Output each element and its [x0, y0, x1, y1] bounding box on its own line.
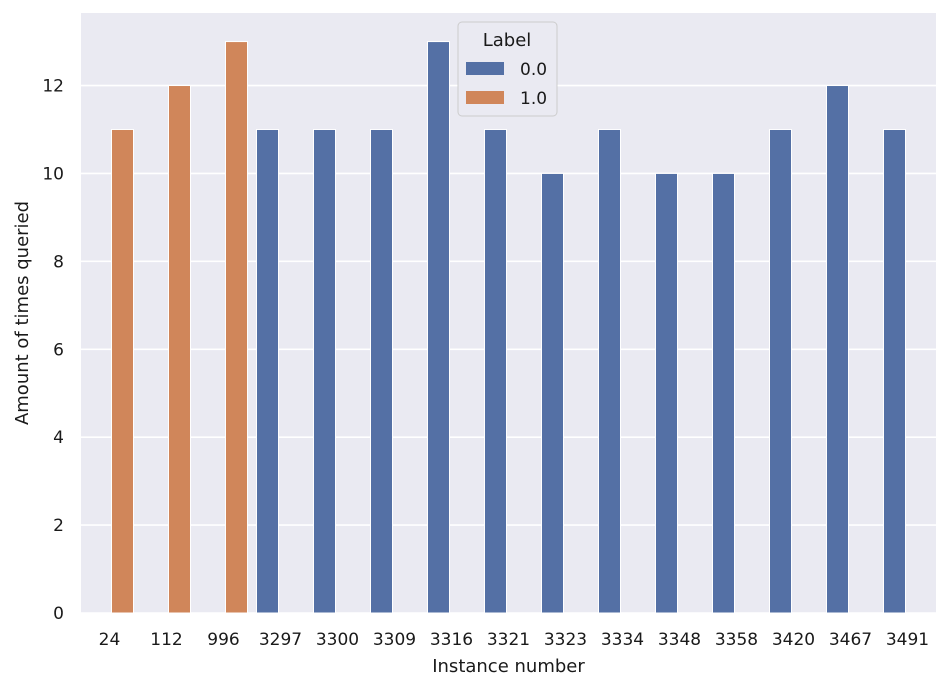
bar-3491 — [883, 128, 906, 614]
y-tick-12: 12 — [42, 77, 64, 97]
x-tick-996: 996 — [207, 630, 239, 650]
legend-label-0.0: 0.0 — [520, 60, 547, 80]
x-tick-3491: 3491 — [886, 630, 929, 650]
x-tick-24: 24 — [99, 630, 121, 650]
bar-3467 — [826, 85, 849, 614]
x-tick-3323: 3323 — [544, 630, 587, 650]
bar-3334 — [598, 128, 621, 614]
y-tick-4: 4 — [53, 428, 64, 448]
x-tick-3467: 3467 — [829, 630, 872, 650]
y-tick-10: 10 — [42, 164, 64, 184]
legend-swatch-0.0 — [466, 62, 504, 75]
y-axis-label: Amount of times queried — [12, 201, 33, 425]
x-tick-3358: 3358 — [715, 630, 758, 650]
legend: Label 0.0 1.0 — [457, 21, 558, 117]
y-tick-2: 2 — [53, 516, 64, 536]
y-tick-0: 0 — [53, 604, 64, 624]
x-tick-3316: 3316 — [430, 630, 473, 650]
bar-3321 — [484, 128, 507, 614]
x-tick-3297: 3297 — [259, 630, 302, 650]
bar-3316 — [427, 41, 450, 614]
bar-3420 — [769, 128, 792, 614]
x-axis-label: Instance number — [432, 656, 585, 677]
x-tick-3321: 3321 — [487, 630, 530, 650]
legend-label-1.0: 1.0 — [520, 89, 547, 109]
y-tick-6: 6 — [53, 340, 64, 360]
bar-3323 — [541, 172, 564, 614]
bar-24 — [111, 128, 134, 614]
y-tick-8: 8 — [53, 252, 64, 272]
bar-3358 — [712, 172, 735, 614]
legend-swatch-1.0 — [466, 91, 504, 104]
legend-title: Label — [483, 30, 532, 51]
x-tick-3420: 3420 — [772, 630, 815, 650]
bar-3300 — [313, 128, 336, 614]
x-tick-3334: 3334 — [601, 630, 644, 650]
x-tick-labels: 24 112 996 3297 3300 3309 3316 3321 3323 3334 3348… — [99, 630, 929, 650]
x-tick-3309: 3309 — [373, 630, 416, 650]
bar-3297 — [256, 128, 279, 614]
y-tick-labels: 0 2 4 6 8 10 12 — [42, 77, 64, 624]
bars — [111, 41, 906, 614]
bar-3309 — [370, 128, 393, 614]
bar-996 — [225, 41, 248, 614]
gridlines — [81, 84, 936, 614]
x-tick-112: 112 — [150, 630, 182, 650]
bar-3348 — [655, 172, 678, 614]
bar-112 — [168, 85, 191, 614]
x-tick-3300: 3300 — [316, 630, 359, 650]
x-tick-3348: 3348 — [658, 630, 701, 650]
